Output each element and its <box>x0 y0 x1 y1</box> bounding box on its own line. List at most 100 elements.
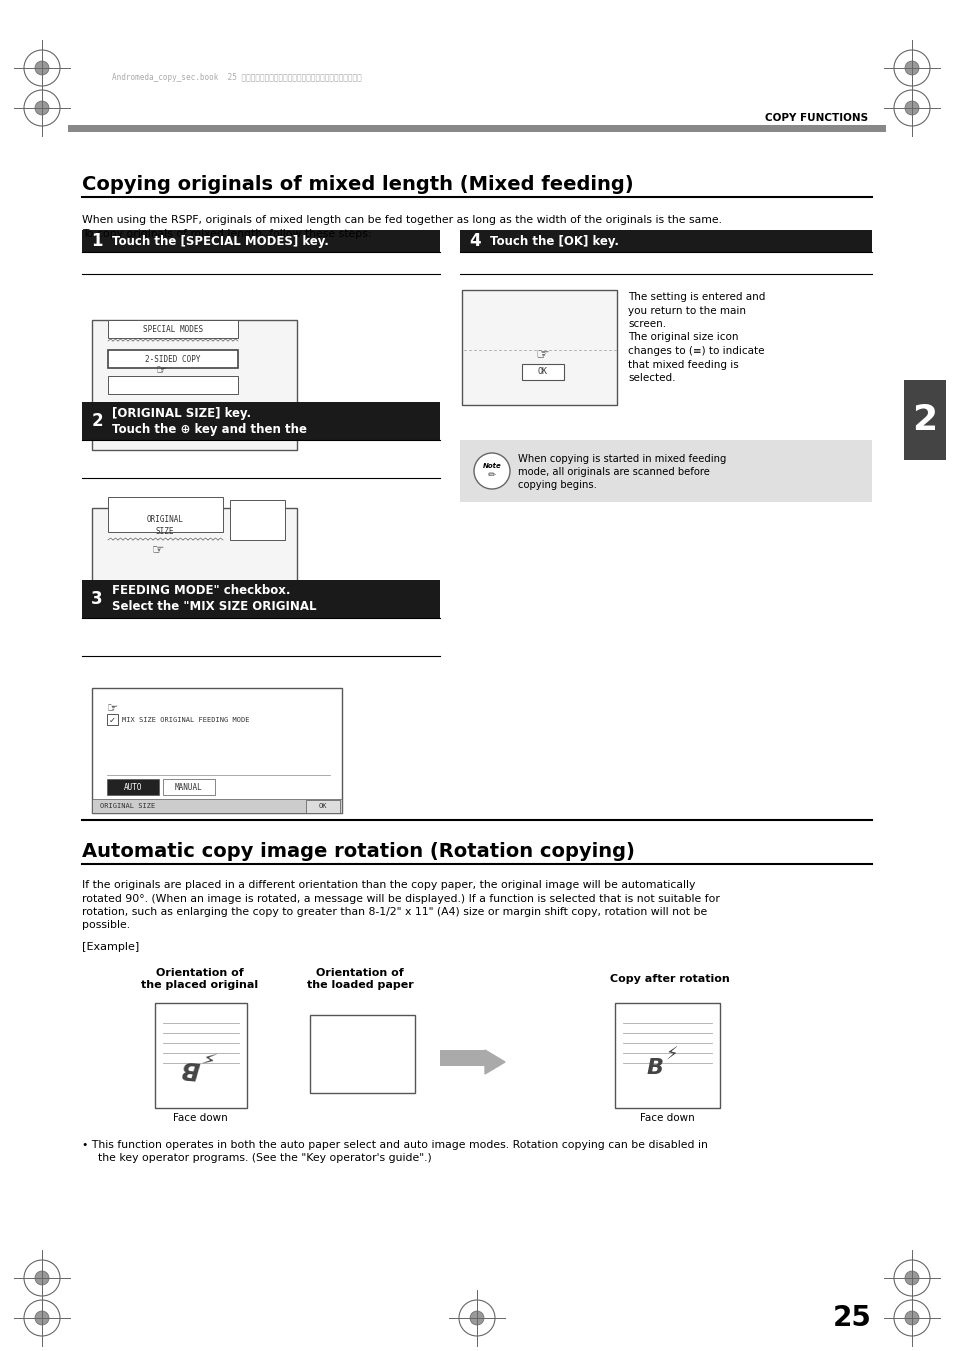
Bar <box>306 800 339 813</box>
Bar <box>163 780 214 794</box>
Text: Touch the [OK] key.: Touch the [OK] key. <box>490 235 618 247</box>
Text: SPECIAL MODES: SPECIAL MODES <box>143 324 203 334</box>
Text: the loaded paper: the loaded paper <box>306 979 413 990</box>
Text: Andromeda_copy_sec.book  25 ページ　２００６年１１月２３日　木曜日　午後６時１分: Andromeda_copy_sec.book 25 ページ ２００６年１１月２… <box>112 73 361 82</box>
Text: ☞: ☞ <box>535 347 548 362</box>
Text: ✏: ✏ <box>487 470 496 480</box>
Bar <box>461 290 617 405</box>
Text: ⚡: ⚡ <box>198 1044 217 1066</box>
Circle shape <box>904 101 918 115</box>
Text: Face down: Face down <box>172 1113 227 1123</box>
Text: MANUAL: MANUAL <box>175 782 203 792</box>
Text: When copying is started in mixed feeding: When copying is started in mixed feeding <box>517 454 725 463</box>
Text: Select the "MIX SIZE ORIGINAL: Select the "MIX SIZE ORIGINAL <box>112 600 316 613</box>
Text: 1: 1 <box>91 232 103 250</box>
Text: OK: OK <box>318 804 327 809</box>
Text: Copy after rotation: Copy after rotation <box>610 974 729 984</box>
Bar <box>108 320 237 338</box>
Bar <box>91 320 296 450</box>
Text: Copying originals of mixed length (Mixed feeding): Copying originals of mixed length (Mixed… <box>82 176 633 195</box>
Text: 2: 2 <box>91 412 103 430</box>
Text: the placed original: the placed original <box>141 979 258 990</box>
Bar <box>310 1015 415 1093</box>
Bar <box>91 688 341 813</box>
Bar <box>91 508 296 608</box>
Circle shape <box>35 1310 49 1325</box>
Text: 4: 4 <box>469 232 480 250</box>
Polygon shape <box>484 1050 504 1074</box>
Text: Touch the [SPECIAL MODES] key.: Touch the [SPECIAL MODES] key. <box>112 235 329 247</box>
Bar <box>108 350 237 367</box>
Bar <box>108 376 237 394</box>
Text: [ORIGINAL SIZE] key.: [ORIGINAL SIZE] key. <box>112 407 251 420</box>
Text: FEEDING MODE" checkbox.: FEEDING MODE" checkbox. <box>112 585 291 597</box>
Text: ⚡: ⚡ <box>665 1046 678 1065</box>
Text: Note: Note <box>482 463 501 469</box>
Text: ☞: ☞ <box>156 365 168 377</box>
Text: rotation, such as enlarging the copy to greater than 8-1/2" x 11" (A4) size or m: rotation, such as enlarging the copy to … <box>82 907 706 917</box>
Bar <box>107 780 159 794</box>
Text: [Example]: [Example] <box>82 942 139 952</box>
Bar <box>91 798 341 813</box>
Bar <box>615 1002 720 1108</box>
Circle shape <box>904 61 918 76</box>
Text: you return to the main: you return to the main <box>627 305 745 316</box>
Text: B: B <box>646 1058 662 1078</box>
Text: The original size icon: The original size icon <box>627 332 738 343</box>
Bar <box>903 380 945 459</box>
Text: The setting is entered and: The setting is entered and <box>627 292 764 303</box>
Bar <box>459 230 871 253</box>
Text: rotated 90°. (When an image is rotated, a message will be displayed.) If a funct: rotated 90°. (When an image is rotated, … <box>82 893 720 904</box>
Text: 3: 3 <box>91 590 103 608</box>
Text: ☞: ☞ <box>108 703 118 716</box>
Text: Face down: Face down <box>639 1113 694 1123</box>
Text: ORIGINAL SIZE: ORIGINAL SIZE <box>100 802 155 809</box>
Circle shape <box>470 1310 483 1325</box>
Text: ORIGINAL: ORIGINAL <box>147 516 183 524</box>
Text: possible.: possible. <box>82 920 130 931</box>
Text: 2-SIDED COPY: 2-SIDED COPY <box>145 354 200 363</box>
Text: Touch the ⊕ key and then the: Touch the ⊕ key and then the <box>112 423 307 435</box>
Bar <box>459 440 871 503</box>
Bar <box>82 403 439 440</box>
Text: selected.: selected. <box>627 373 675 382</box>
Bar <box>230 500 285 540</box>
Text: copying begins.: copying begins. <box>517 480 597 490</box>
Text: If the originals are placed in a different orientation than the copy paper, the : If the originals are placed in a differe… <box>82 880 695 890</box>
Text: COPY FUNCTIONS: COPY FUNCTIONS <box>764 113 867 123</box>
Text: B: B <box>179 1055 200 1081</box>
Text: 25: 25 <box>832 1304 871 1332</box>
Bar <box>68 126 885 132</box>
Text: • This function operates in both the auto paper select and auto image modes. Rot: • This function operates in both the aut… <box>82 1140 707 1150</box>
Text: Orientation of: Orientation of <box>156 969 244 978</box>
Text: SIZE: SIZE <box>155 527 174 536</box>
Bar <box>521 363 563 380</box>
Circle shape <box>35 101 49 115</box>
Bar <box>82 230 439 253</box>
Text: the key operator programs. (See the "Key operator's guide".): the key operator programs. (See the "Key… <box>91 1152 432 1163</box>
Circle shape <box>35 1271 49 1285</box>
Text: Orientation of: Orientation of <box>315 969 403 978</box>
Text: Automatic copy image rotation (Rotation copying): Automatic copy image rotation (Rotation … <box>82 842 634 861</box>
Text: mode, all originals are scanned before: mode, all originals are scanned before <box>517 467 709 477</box>
Text: AUTO: AUTO <box>124 782 142 792</box>
Bar <box>107 713 118 725</box>
Text: OK: OK <box>537 367 547 377</box>
Text: screen.: screen. <box>627 319 665 330</box>
Text: MIX SIZE ORIGINAL FEEDING MODE: MIX SIZE ORIGINAL FEEDING MODE <box>122 717 250 723</box>
Bar <box>439 1050 484 1066</box>
Text: ☞: ☞ <box>152 542 164 557</box>
Text: When using the RSPF, originals of mixed length can be fed together as long as th: When using the RSPF, originals of mixed … <box>82 215 721 226</box>
Text: that mixed feeding is: that mixed feeding is <box>627 359 738 370</box>
Bar <box>108 497 223 532</box>
Bar <box>154 1002 247 1108</box>
Circle shape <box>904 1271 918 1285</box>
Circle shape <box>904 1310 918 1325</box>
Text: To copy originals of mixed length, follow these steps:: To copy originals of mixed length, follo… <box>82 230 371 239</box>
Text: changes to (≡) to indicate: changes to (≡) to indicate <box>627 346 763 357</box>
Bar <box>82 580 439 617</box>
Circle shape <box>35 61 49 76</box>
Text: 2: 2 <box>911 403 937 436</box>
Circle shape <box>474 453 510 489</box>
Text: ✓: ✓ <box>109 716 115 724</box>
